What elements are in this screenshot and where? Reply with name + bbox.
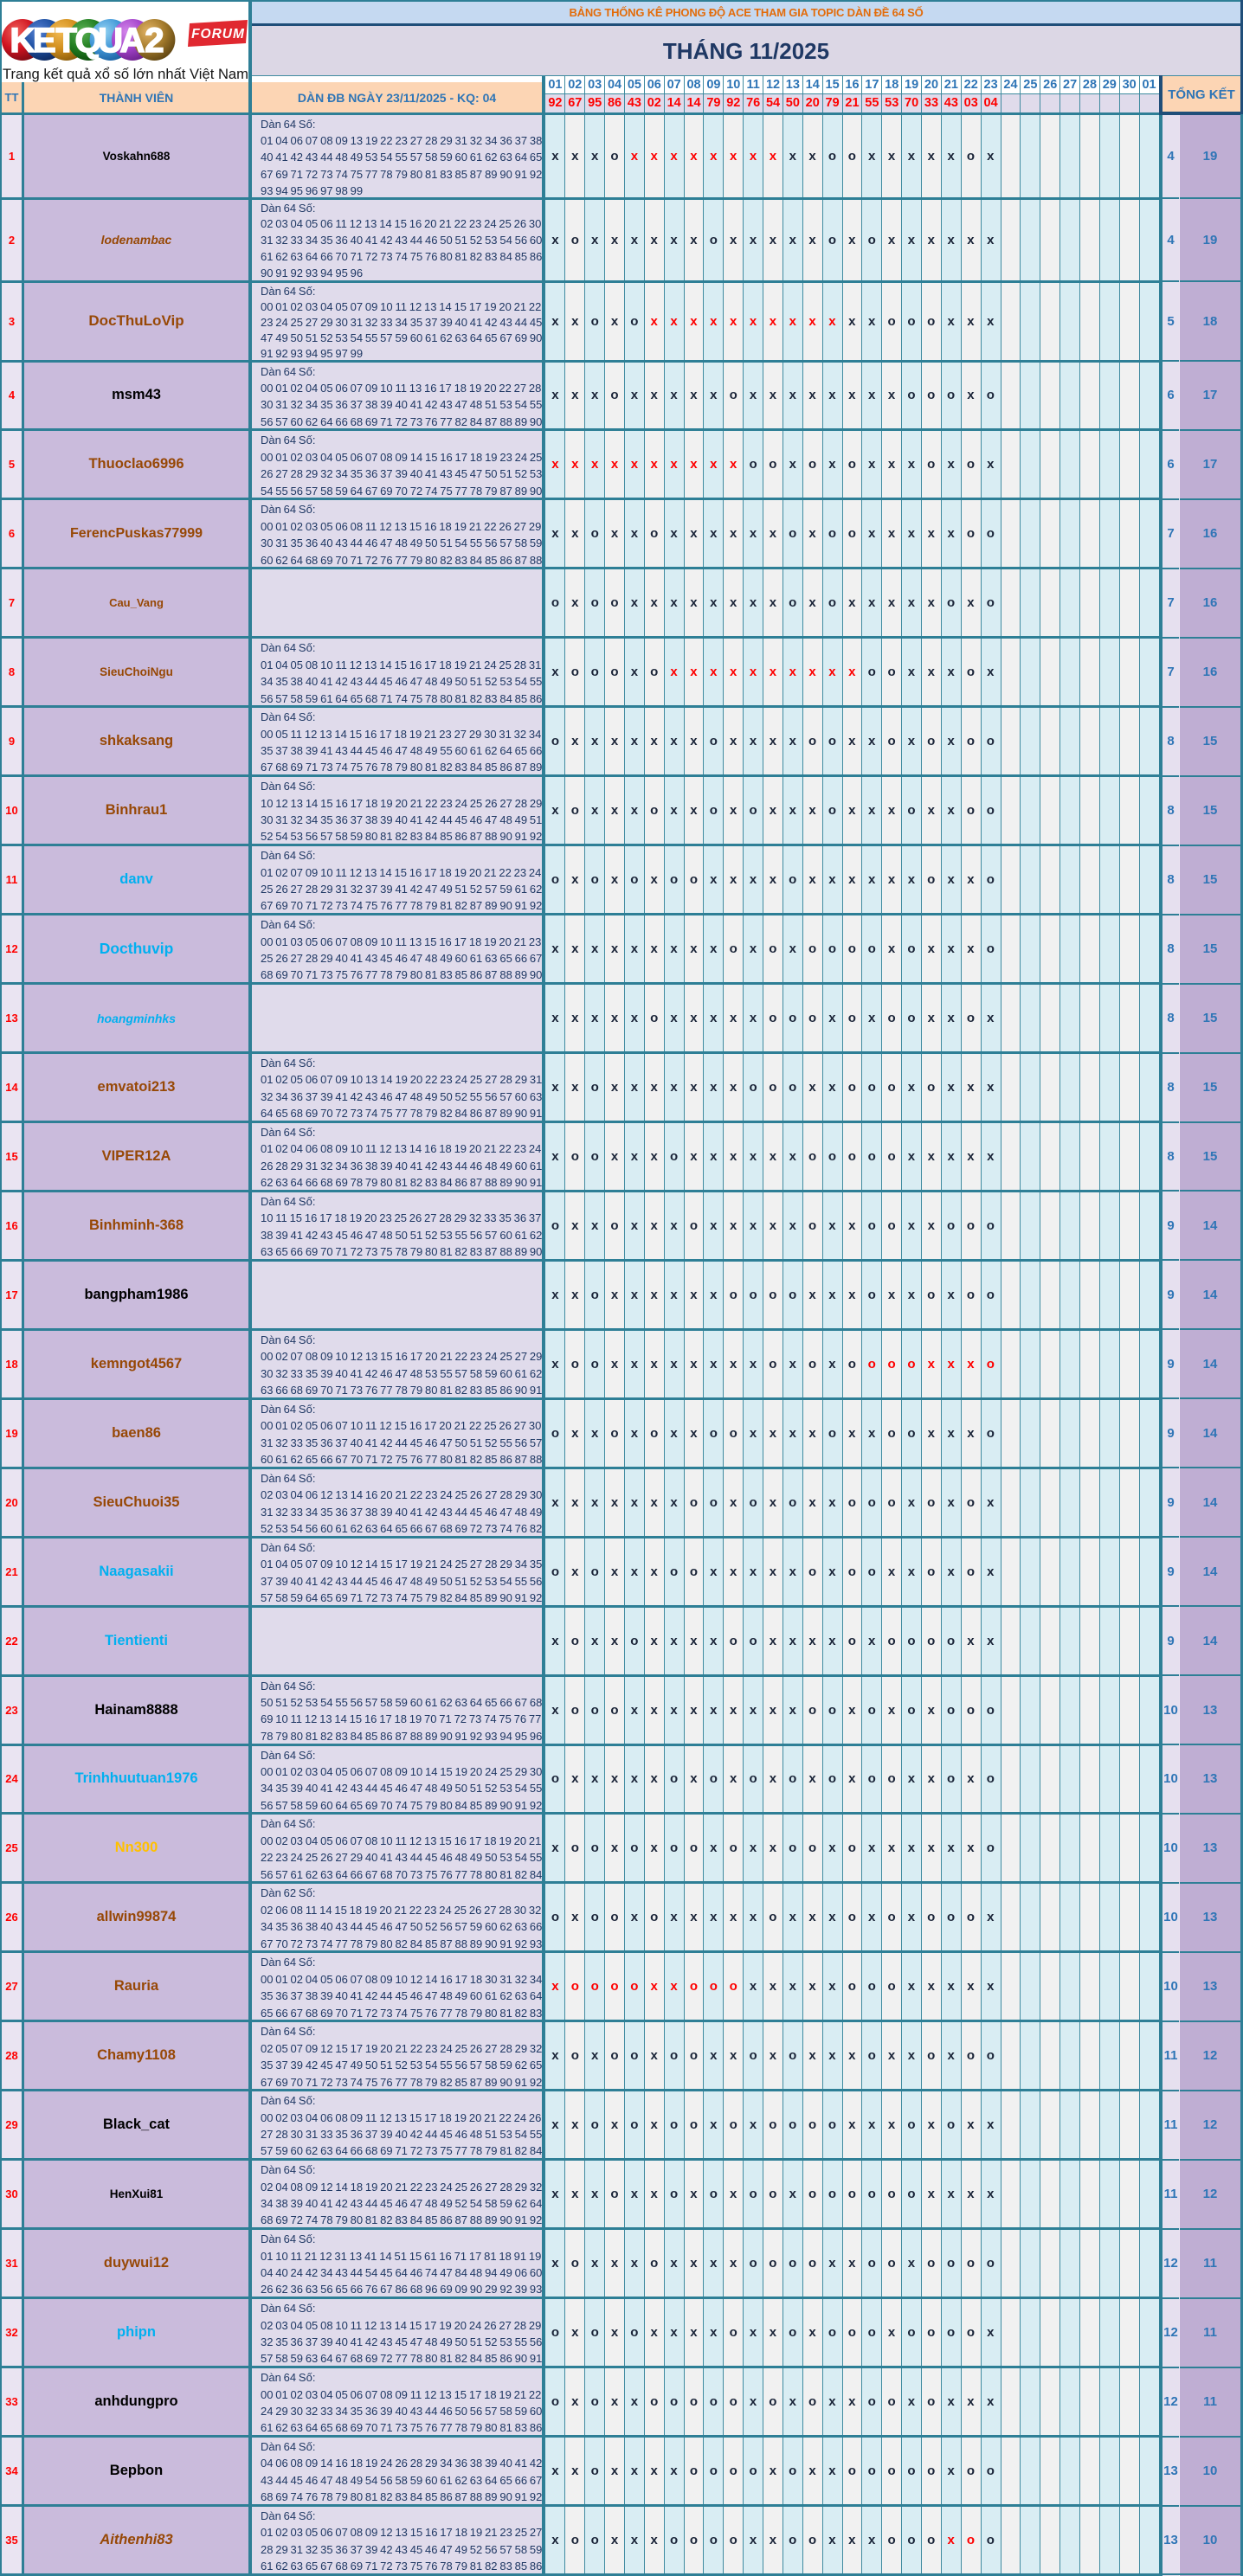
svg-text:FORUM: FORUM	[191, 27, 245, 42]
svg-text:A: A	[120, 22, 145, 60]
svg-text:E: E	[33, 22, 56, 60]
svg-text:T: T	[55, 22, 76, 60]
svg-text:2: 2	[145, 22, 164, 60]
svg-text:Q: Q	[75, 22, 102, 60]
svg-text:U: U	[98, 22, 123, 60]
svg-text:Trang kết quả xổ số lớn nhất V: Trang kết quả xổ số lớn nhất Việt Nam	[3, 67, 248, 82]
svg-text:K: K	[10, 22, 35, 60]
